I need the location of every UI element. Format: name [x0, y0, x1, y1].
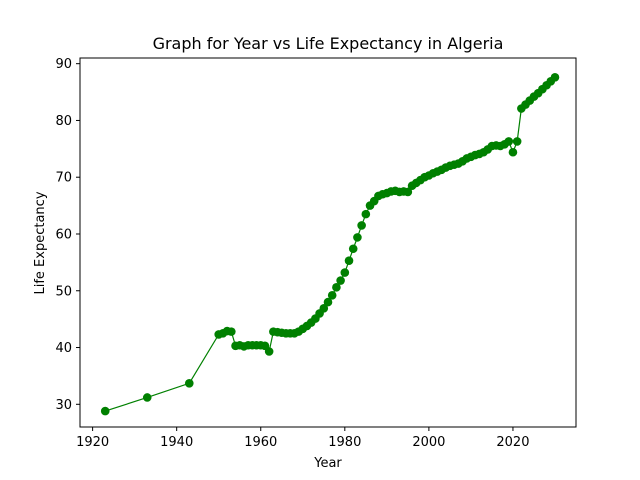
data-point — [264, 347, 274, 356]
data-point — [508, 147, 518, 157]
data-point — [142, 393, 152, 402]
data-point — [336, 276, 345, 285]
x-tick-label: 2020 — [496, 435, 529, 450]
data-point — [353, 233, 362, 242]
data-point — [357, 221, 366, 230]
x-tick-label: 1980 — [328, 435, 361, 450]
data-point — [184, 378, 194, 388]
data-series — [100, 73, 560, 416]
y-tick-label: 40 — [55, 341, 72, 356]
plot-area — [79, 57, 577, 428]
data-point — [340, 268, 350, 277]
data-point — [327, 291, 337, 300]
plot-frame — [79, 57, 577, 428]
data-point — [348, 244, 358, 254]
data-point — [550, 73, 560, 82]
y-tick-label: 70 — [55, 171, 72, 186]
y-tick-label: 60 — [55, 227, 72, 242]
x-axis: 1920 1940 1960 1980 2000 2020 — [76, 427, 529, 450]
data-point — [319, 304, 329, 313]
data-point — [512, 137, 522, 146]
data-point — [403, 187, 413, 197]
y-axis-label: Life Expectancy — [33, 191, 48, 294]
data-point — [504, 137, 514, 146]
data-point — [332, 283, 341, 292]
data-point — [100, 406, 110, 416]
chart-title: Graph for Year vs Life Expectancy in Alg… — [153, 34, 504, 53]
y-tick-label: 80 — [55, 114, 72, 129]
data-point — [361, 209, 371, 219]
x-tick-label: 1940 — [160, 435, 193, 450]
x-tick-label: 1920 — [76, 435, 109, 450]
data-point — [323, 297, 333, 307]
x-tick-label: 2000 — [412, 435, 445, 450]
data-point — [227, 327, 236, 336]
x-tick-label: 1960 — [244, 435, 277, 450]
y-axis: 30 40 50 60 70 80 90 — [55, 57, 80, 413]
y-tick-label: 90 — [55, 57, 72, 72]
y-tick-label: 50 — [55, 284, 72, 299]
x-axis-label: Year — [313, 456, 342, 471]
data-point — [344, 256, 354, 265]
y-tick-label: 30 — [55, 398, 72, 413]
